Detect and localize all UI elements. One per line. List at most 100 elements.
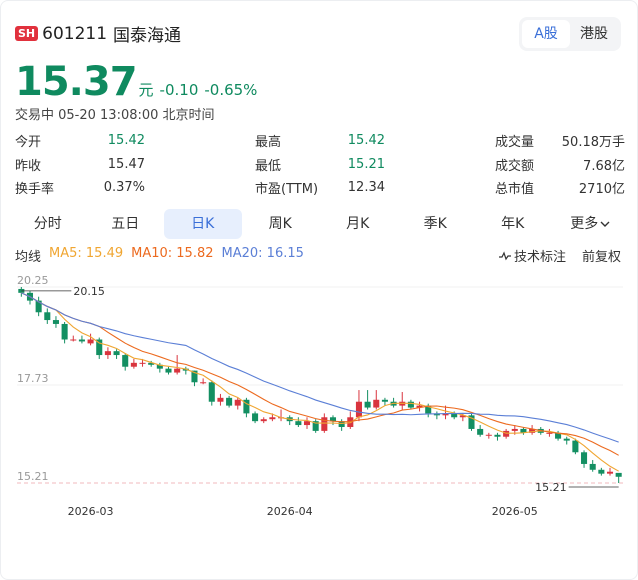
- tech-annotation-button[interactable]: 技术标注: [498, 246, 566, 265]
- amount-label: 成交额: [495, 158, 535, 174]
- high-label: 最高: [255, 135, 282, 151]
- candle-body: [148, 362, 155, 365]
- market-toggle: A股 港股: [519, 17, 621, 51]
- candle-body: [52, 320, 59, 324]
- candle-body: [407, 401, 414, 408]
- chart-tools: 技术标注 前复权: [498, 246, 621, 265]
- candle-body: [269, 417, 276, 420]
- tab-daily-k[interactable]: 日K: [164, 209, 242, 239]
- ma10-value: MA10: 15.82: [131, 246, 214, 261]
- candle-body: [329, 417, 337, 422]
- candle-body: [87, 339, 94, 344]
- candle-body: [494, 434, 501, 437]
- candle-body: [122, 355, 129, 367]
- tab-weekly-k[interactable]: 周K: [268, 216, 292, 232]
- candle-body: [598, 469, 605, 474]
- ma-legend: 均线 MA5: 15.49 MA10: 15.82 MA20: 16.15: [15, 246, 304, 265]
- market-a-share-button[interactable]: A股: [522, 20, 570, 48]
- market-hk-button[interactable]: 港股: [580, 26, 608, 42]
- candle-body: [416, 405, 423, 408]
- price-change-pct: -0.65%: [204, 81, 258, 99]
- prev-close-value: 15.47: [107, 156, 145, 172]
- volume-value: 50.18万手: [561, 135, 625, 151]
- stats-col-1: 今开 15.42 昨收 15.47 换手率 0.37%: [15, 129, 145, 200]
- tab-yearly-k[interactable]: 年K: [501, 216, 525, 232]
- candle-body: [373, 399, 380, 408]
- candle-body: [139, 362, 146, 364]
- y-tick-label: 15.21: [17, 470, 49, 483]
- low-label: 最低: [255, 158, 282, 174]
- candle-body: [425, 405, 432, 414]
- candle-body: [35, 300, 42, 313]
- mktcap-label: 总市值: [495, 182, 535, 198]
- candle-body: [174, 368, 181, 373]
- ma-label: 均线: [15, 250, 42, 265]
- candle-body: [70, 339, 77, 341]
- candle-body: [503, 430, 510, 437]
- pulse-icon: [498, 251, 511, 261]
- candle-body: [606, 471, 614, 474]
- y-tick-label: 20.25: [17, 274, 49, 287]
- candle-body: [529, 428, 536, 433]
- tech-annotation-label: 技术标注: [513, 250, 566, 265]
- candle-body: [191, 370, 198, 383]
- candle-body: [312, 421, 319, 431]
- candle-body: [555, 432, 562, 439]
- candle-body: [451, 413, 458, 418]
- tab-five-day[interactable]: 五日: [111, 216, 140, 232]
- candle-body: [200, 382, 207, 384]
- candle-body: [321, 417, 328, 431]
- turnover-value: 0.37%: [103, 180, 145, 196]
- candle-body: [589, 463, 596, 470]
- forward-adjust-button[interactable]: 前复权: [581, 250, 621, 265]
- candle-body: [252, 413, 259, 422]
- candle-body: [295, 421, 302, 426]
- more-label: 更多: [570, 216, 599, 232]
- pe-label: 市盈(TTM): [255, 182, 319, 198]
- candle-body: [546, 432, 553, 434]
- stock-code: 601211: [42, 23, 108, 44]
- ma5-line: [21, 292, 619, 472]
- candle-body: [96, 339, 103, 356]
- tab-monthly-k[interactable]: 月K: [346, 216, 370, 232]
- chevron-down-icon: [600, 221, 610, 227]
- candle-body: [226, 397, 233, 406]
- max-price-label: 20.15: [73, 285, 105, 298]
- candle-body: [520, 428, 527, 433]
- trading-status: 交易中 05-20 13:08:00 北京时间: [15, 108, 215, 123]
- tab-more[interactable]: 更多: [552, 209, 630, 239]
- candle-body: [234, 399, 241, 406]
- candle-body: [113, 351, 120, 356]
- candle-body: [303, 421, 311, 426]
- candle-body: [61, 323, 68, 340]
- amount-value: 7.68亿: [583, 158, 625, 174]
- candle-body: [433, 413, 440, 416]
- candle-body: [442, 413, 449, 416]
- exchange-badge: SH: [15, 26, 39, 41]
- stats-col-3: 成交量 50.18万手 成交额 7.68亿 总市值 2710亿: [495, 129, 625, 200]
- candle-body: [44, 312, 51, 321]
- current-price: 15.37: [15, 59, 138, 105]
- ma20-line: [21, 292, 619, 443]
- stats-col-2: 最高 15.42 最低 15.21 市盈(TTM) 12.34: [255, 129, 385, 200]
- prev-close-label: 昨收: [15, 158, 42, 174]
- price-row: 15.37 元 -0.10 -0.65%: [15, 59, 263, 105]
- open-label: 今开: [15, 135, 42, 151]
- volume-label: 成交量: [495, 135, 535, 151]
- candle-body: [485, 434, 492, 436]
- turnover-label: 换手率: [15, 182, 55, 198]
- candle-body: [572, 440, 579, 453]
- candle-body: [381, 399, 388, 402]
- tab-intraday[interactable]: 分时: [33, 216, 62, 232]
- price-change: -0.10: [159, 81, 199, 99]
- kline-chart[interactable]: 20.25 17.73 15.21 2026-03 2026-04 2026-05 20.…: [1, 269, 638, 529]
- ma10-line: [21, 292, 619, 456]
- open-value: 15.42: [107, 133, 145, 149]
- candle-body: [615, 472, 622, 477]
- tab-quarterly-k[interactable]: 季K: [423, 216, 447, 232]
- x-tick-label: 2026-04: [267, 505, 313, 518]
- stock-name: 国泰海通: [113, 26, 182, 46]
- candle-body: [130, 362, 137, 367]
- candle-body: [78, 339, 85, 342]
- y-tick-label: 17.73: [17, 372, 49, 385]
